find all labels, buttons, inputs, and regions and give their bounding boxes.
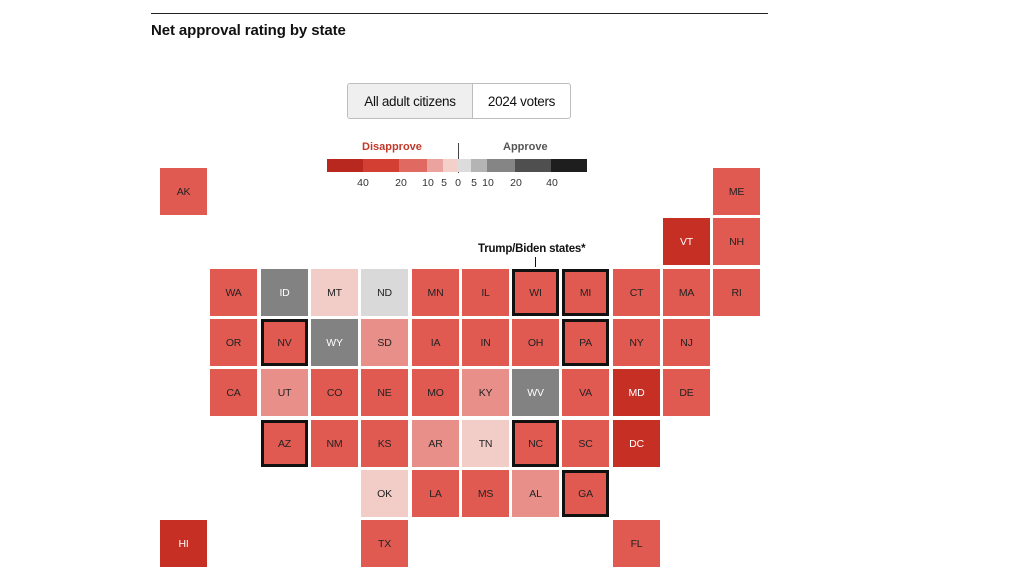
state-tile-nc[interactable]: NC xyxy=(512,420,559,467)
legend-disapprove-label: Disapprove xyxy=(362,141,422,153)
state-tile-co[interactable]: CO xyxy=(311,369,358,416)
state-tile-ks[interactable]: KS xyxy=(361,420,408,467)
state-tile-ri[interactable]: RI xyxy=(713,269,760,316)
legend-tick-label: 20 xyxy=(395,177,407,189)
legend-tick-label: 5 xyxy=(441,177,447,189)
state-tile-ut[interactable]: UT xyxy=(261,369,308,416)
state-tile-va[interactable]: VA xyxy=(562,369,609,416)
annotation-leader-line xyxy=(535,257,536,267)
state-tile-la[interactable]: LA xyxy=(412,470,459,517)
state-tile-nj[interactable]: NJ xyxy=(663,319,710,366)
legend-bin xyxy=(487,159,515,172)
state-tile-wy[interactable]: WY xyxy=(311,319,358,366)
legend-tick-label: 40 xyxy=(546,177,558,189)
battleground-annotation: Trump/Biden states* xyxy=(478,243,586,255)
legend-bin xyxy=(551,159,587,172)
state-tile-id[interactable]: ID xyxy=(261,269,308,316)
state-tile-ga[interactable]: GA xyxy=(562,470,609,517)
state-tile-dc[interactable]: DC xyxy=(613,420,660,467)
legend-bin xyxy=(327,159,363,172)
state-tile-mi[interactable]: MI xyxy=(562,269,609,316)
state-tile-md[interactable]: MD xyxy=(613,369,660,416)
state-tile-nh[interactable]: NH xyxy=(713,218,760,265)
state-tile-ne[interactable]: NE xyxy=(361,369,408,416)
state-tile-fl[interactable]: FL xyxy=(613,520,660,567)
state-tile-wi[interactable]: WI xyxy=(512,269,559,316)
state-tile-oh[interactable]: OH xyxy=(512,319,559,366)
state-tile-nv[interactable]: NV xyxy=(261,319,308,366)
state-tile-ny[interactable]: NY xyxy=(613,319,660,366)
state-tile-in[interactable]: IN xyxy=(462,319,509,366)
state-tile-mt[interactable]: MT xyxy=(311,269,358,316)
state-tile-ok[interactable]: OK xyxy=(361,470,408,517)
legend-bin xyxy=(427,159,443,172)
toggle-2024-voters[interactable]: 2024 voters xyxy=(472,84,570,118)
legend-bin xyxy=(399,159,427,172)
state-tile-de[interactable]: DE xyxy=(663,369,710,416)
state-tile-ak[interactable]: AK xyxy=(160,168,207,215)
state-tile-ar[interactable]: AR xyxy=(412,420,459,467)
state-tile-il[interactable]: IL xyxy=(462,269,509,316)
legend-tick-label: 10 xyxy=(422,177,434,189)
state-tile-mo[interactable]: MO xyxy=(412,369,459,416)
state-tile-ct[interactable]: CT xyxy=(613,269,660,316)
legend-approve-label: Approve xyxy=(503,141,548,153)
legend-bin xyxy=(515,159,551,172)
state-tile-ky[interactable]: KY xyxy=(462,369,509,416)
legend-bin xyxy=(443,159,457,172)
state-tile-mn[interactable]: MN xyxy=(412,269,459,316)
state-tile-ia[interactable]: IA xyxy=(412,319,459,366)
state-tile-tx[interactable]: TX xyxy=(361,520,408,567)
toggle-all-adult-citizens[interactable]: All adult citizens xyxy=(348,84,472,118)
state-tile-al[interactable]: AL xyxy=(512,470,559,517)
state-tile-or[interactable]: OR xyxy=(210,319,257,366)
state-tile-sc[interactable]: SC xyxy=(562,420,609,467)
state-tile-wa[interactable]: WA xyxy=(210,269,257,316)
legend-tick-label: 10 xyxy=(482,177,494,189)
legend-tick-label: 20 xyxy=(510,177,522,189)
state-tile-pa[interactable]: PA xyxy=(562,319,609,366)
state-tile-wv[interactable]: WV xyxy=(512,369,559,416)
legend-bin xyxy=(457,159,471,172)
legend-zero-line xyxy=(458,143,459,173)
state-tile-az[interactable]: AZ xyxy=(261,420,308,467)
legend-bin xyxy=(471,159,487,172)
state-tile-hi[interactable]: HI xyxy=(160,520,207,567)
state-tile-me[interactable]: ME xyxy=(713,168,760,215)
state-tile-ca[interactable]: CA xyxy=(210,369,257,416)
legend-tick-label: 5 xyxy=(471,177,477,189)
legend-tick-label: 0 xyxy=(455,177,461,189)
state-tile-nd[interactable]: ND xyxy=(361,269,408,316)
state-tile-sd[interactable]: SD xyxy=(361,319,408,366)
state-tile-ms[interactable]: MS xyxy=(462,470,509,517)
state-tile-ma[interactable]: MA xyxy=(663,269,710,316)
state-tile-nm[interactable]: NM xyxy=(311,420,358,467)
state-tile-vt[interactable]: VT xyxy=(663,218,710,265)
legend-bin xyxy=(363,159,399,172)
population-toggle[interactable]: All adult citizens 2024 voters xyxy=(347,83,571,119)
chart-title: Net approval rating by state xyxy=(151,22,346,39)
top-rule xyxy=(151,13,768,14)
state-tile-tn[interactable]: TN xyxy=(462,420,509,467)
legend-tick-label: 40 xyxy=(357,177,369,189)
